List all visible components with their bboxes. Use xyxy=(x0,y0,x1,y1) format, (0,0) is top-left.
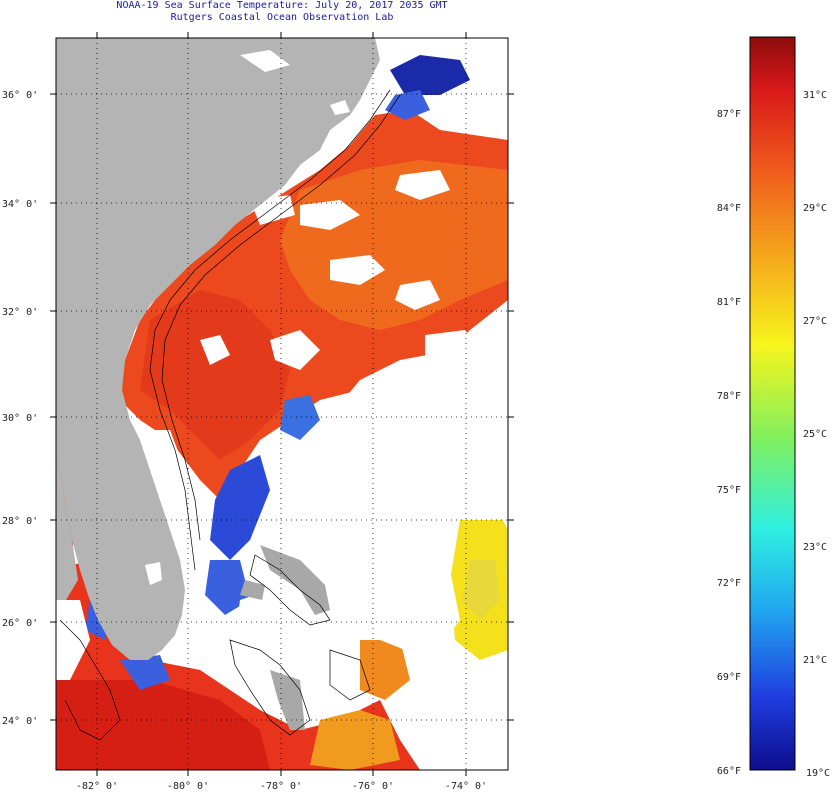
colorbar-c-label: 25°C xyxy=(803,429,827,440)
lon-label: -82° 0' xyxy=(76,781,118,792)
lon-label: -80° 0' xyxy=(167,781,209,792)
bathymetry-contours xyxy=(59,89,401,741)
colorbar-f-label: 75°F xyxy=(717,485,741,496)
colorbar-c-label: 23°C xyxy=(803,542,827,553)
lat-label: 36° 0' xyxy=(2,90,38,101)
lon-label: -76° 0' xyxy=(352,781,394,792)
colorbar-f-label: 87°F xyxy=(717,109,741,120)
colorbar-c-label: 31°C xyxy=(803,90,827,101)
colorbar-f-label: 78°F xyxy=(717,391,741,402)
land-mass xyxy=(56,38,380,730)
colorbar-f-label: 84°F xyxy=(717,203,741,214)
colorbar-f-label: 81°F xyxy=(717,297,741,308)
colorbar-gradient xyxy=(749,36,796,771)
map-subtitle: Rutgers Coastal Ocean Observation Lab xyxy=(170,12,394,23)
colorbar-c-label: 27°C xyxy=(803,316,827,327)
map-title: NOAA-19 Sea Surface Temperature: July 20… xyxy=(116,0,448,11)
lat-label: 32° 0' xyxy=(2,307,38,318)
colorbar-f-label: 69°F xyxy=(717,672,741,683)
graticule xyxy=(56,38,508,770)
colorbar: 87°F 84°F 81°F 78°F 75°F 72°F 69°F 66°F … xyxy=(717,36,830,779)
lat-label: 34° 0' xyxy=(2,199,38,210)
lat-label: 24° 0' xyxy=(2,716,38,727)
lon-label: -78° 0' xyxy=(260,781,302,792)
colorbar-c-label: 21°C xyxy=(803,655,827,666)
map-area xyxy=(56,38,508,770)
lat-label: 30° 0' xyxy=(2,413,38,424)
colorbar-c-label: 29°C xyxy=(803,203,827,214)
colorbar-f-label: 66°F xyxy=(717,766,741,777)
axis-ticks xyxy=(50,32,514,776)
colorbar-f-label: 72°F xyxy=(717,578,741,589)
colorbar-c-label: 19°C xyxy=(806,768,830,779)
lat-label: 28° 0' xyxy=(2,516,38,527)
map-frame xyxy=(55,37,509,771)
lon-label: -74° 0' xyxy=(445,781,487,792)
lat-label: 26° 0' xyxy=(2,618,38,629)
